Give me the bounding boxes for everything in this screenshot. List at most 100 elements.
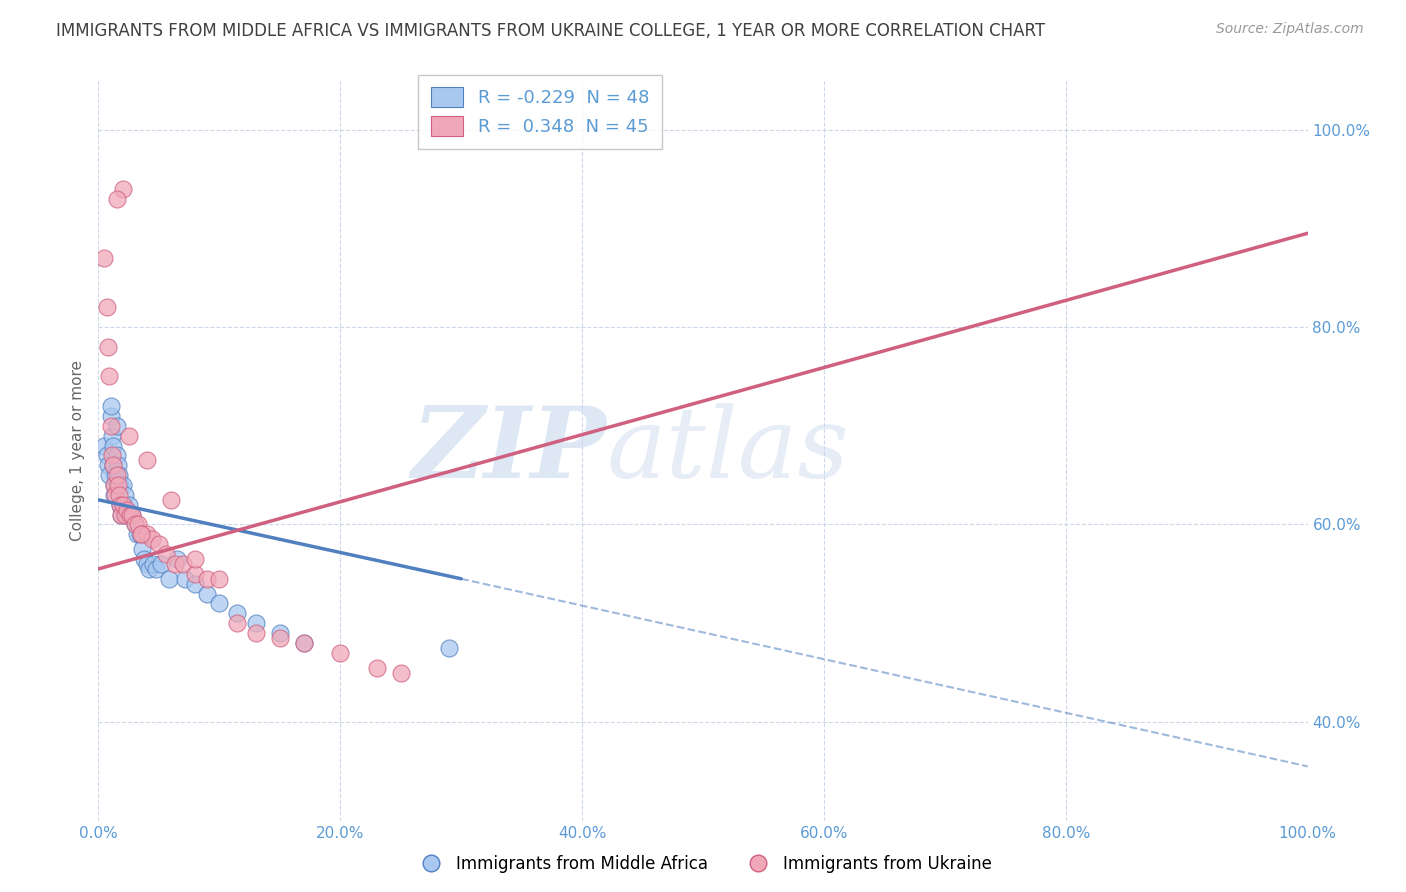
Point: [101, 458, 124, 473]
Point: [121, 508, 143, 522]
Point: [105, 449, 128, 463]
Point: [389, 665, 412, 680]
Point: [184, 566, 207, 581]
Point: [124, 517, 146, 532]
Point: [141, 533, 163, 547]
Point: [226, 616, 249, 631]
Point: [135, 453, 157, 467]
Point: [105, 468, 128, 483]
Point: [127, 527, 149, 541]
Point: [135, 557, 157, 571]
Point: [166, 552, 188, 566]
Point: [131, 527, 153, 541]
Point: [195, 572, 218, 586]
Point: [127, 517, 149, 532]
Point: [97, 458, 120, 473]
Point: [174, 572, 197, 586]
Point: [138, 562, 160, 576]
Point: [118, 508, 141, 522]
Point: [111, 498, 134, 512]
Point: [155, 547, 177, 561]
Point: [118, 428, 141, 442]
Point: [195, 586, 218, 600]
Point: [115, 508, 138, 522]
Point: [150, 557, 173, 571]
Point: [93, 438, 115, 452]
Point: [172, 557, 194, 571]
Point: [104, 468, 127, 483]
Point: [111, 182, 134, 196]
Point: [111, 498, 134, 512]
Point: [105, 418, 128, 433]
Point: [110, 508, 132, 522]
Point: [329, 646, 352, 660]
Point: [100, 449, 122, 463]
Text: Source: ZipAtlas.com: Source: ZipAtlas.com: [1216, 22, 1364, 37]
Point: [97, 340, 120, 354]
Point: [103, 488, 125, 502]
Point: [121, 508, 143, 522]
Point: [114, 508, 136, 522]
Point: [96, 301, 118, 315]
Point: [157, 572, 180, 586]
Point: [101, 458, 124, 473]
Point: [124, 517, 146, 532]
Point: [103, 478, 125, 492]
Point: [100, 418, 122, 433]
Point: [208, 572, 231, 586]
Point: [245, 626, 267, 640]
Point: [108, 498, 131, 512]
Point: [117, 502, 139, 516]
Point: [93, 251, 115, 265]
Point: [107, 478, 129, 492]
Point: [105, 192, 128, 206]
Y-axis label: College, 1 year or more: College, 1 year or more: [70, 360, 86, 541]
Point: [114, 488, 136, 502]
Point: [184, 576, 207, 591]
Legend: Immigrants from Middle Africa, Immigrants from Ukraine: Immigrants from Middle Africa, Immigrant…: [408, 848, 998, 880]
Point: [108, 478, 131, 492]
Point: [142, 557, 165, 571]
Point: [110, 508, 132, 522]
Point: [437, 640, 460, 655]
Point: [129, 527, 152, 541]
Point: [292, 636, 315, 650]
Point: [131, 542, 153, 557]
Point: [128, 527, 150, 541]
Point: [100, 428, 122, 442]
Point: [98, 468, 121, 483]
Point: [208, 597, 231, 611]
Point: [269, 626, 291, 640]
Point: [107, 458, 129, 473]
Point: [145, 562, 167, 576]
Point: [101, 438, 124, 452]
Point: [100, 399, 122, 413]
Point: [108, 488, 131, 502]
Point: [118, 498, 141, 512]
Point: [111, 478, 134, 492]
Point: [118, 508, 141, 522]
Point: [108, 468, 131, 483]
Point: [100, 409, 122, 423]
Point: [108, 498, 131, 512]
Point: [269, 631, 291, 645]
Point: [96, 449, 118, 463]
Point: [134, 552, 156, 566]
Point: [163, 557, 186, 571]
Point: [104, 488, 127, 502]
Point: [245, 616, 267, 631]
Point: [148, 537, 170, 551]
Point: [98, 369, 121, 384]
Point: [184, 552, 207, 566]
Text: IMMIGRANTS FROM MIDDLE AFRICA VS IMMIGRANTS FROM UKRAINE COLLEGE, 1 YEAR OR MORE: IMMIGRANTS FROM MIDDLE AFRICA VS IMMIGRA…: [56, 22, 1046, 40]
Point: [107, 478, 129, 492]
Point: [135, 527, 157, 541]
Point: [160, 492, 183, 507]
Text: ZIP: ZIP: [412, 402, 606, 499]
Point: [226, 607, 249, 621]
Point: [103, 478, 125, 492]
Text: atlas: atlas: [606, 403, 849, 498]
Legend: R = -0.229  N = 48, R =  0.348  N = 45: R = -0.229 N = 48, R = 0.348 N = 45: [418, 75, 662, 149]
Point: [366, 660, 388, 674]
Point: [292, 636, 315, 650]
